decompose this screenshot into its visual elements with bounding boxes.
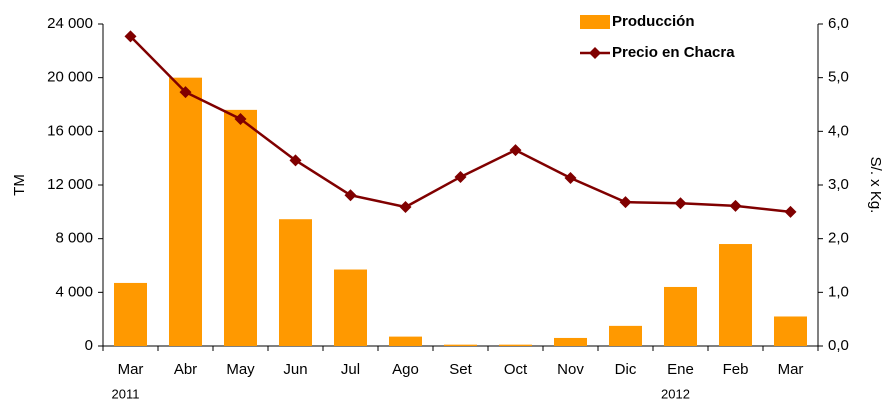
marker	[124, 30, 137, 43]
x-group-label: 2012	[661, 386, 690, 401]
bar	[334, 269, 367, 346]
bar	[444, 344, 477, 346]
legend-swatch	[580, 15, 610, 29]
x-tick-label: May	[226, 361, 255, 378]
y-tick-label: 8 000	[55, 230, 93, 247]
bar	[389, 336, 422, 346]
bar	[774, 316, 807, 346]
x-group-label: 2011	[112, 386, 140, 401]
marker	[564, 172, 577, 185]
x-tick-label: Nov	[557, 361, 584, 378]
bar	[114, 282, 147, 346]
y2-tick-label: 2,0	[828, 230, 849, 247]
marker	[399, 201, 412, 214]
y-tick-label: 12 000	[47, 176, 93, 193]
x-tick-label: Abr	[174, 361, 197, 378]
legend-label: Precio en Chacra	[612, 44, 735, 61]
y2-axis-label: S/. x Kg.	[867, 157, 884, 214]
marker	[729, 199, 742, 212]
y2-tick-label: 3,0	[828, 176, 849, 193]
y-axis-label: TM	[11, 174, 28, 196]
y2-tick-label: 4,0	[828, 122, 849, 139]
marker	[674, 197, 687, 210]
marker	[619, 196, 632, 209]
y-tick-label: 4 000	[55, 283, 93, 300]
marker	[179, 86, 192, 99]
marker	[454, 170, 467, 183]
y2-tick-label: 6,0	[828, 15, 849, 32]
x-tick-label: Ene	[667, 361, 694, 378]
y-tick-label: 24 000	[47, 15, 93, 32]
y-tick-label: 16 000	[47, 122, 93, 139]
x-tick-label: Feb	[723, 361, 749, 378]
y2-tick-label: 5,0	[828, 69, 849, 86]
x-tick-label: Dic	[615, 361, 637, 378]
marker	[234, 112, 247, 125]
x-tick-label: Set	[449, 361, 472, 378]
marker	[289, 154, 302, 167]
legend-swatch	[589, 47, 601, 59]
bar	[719, 244, 752, 346]
x-tick-label: Oct	[504, 361, 528, 378]
bar	[609, 325, 642, 346]
bar	[279, 219, 312, 346]
y-tick-label: 0	[85, 337, 93, 354]
x-tick-label: Mar	[778, 361, 804, 378]
y-tick-label: 20 000	[47, 69, 93, 86]
y2-tick-label: 0,0	[828, 337, 849, 354]
bar	[224, 109, 257, 346]
legend-label: Producción	[612, 13, 695, 30]
x-tick-label: Mar	[118, 361, 144, 378]
x-tick-label: Jul	[341, 361, 360, 378]
marker	[344, 189, 357, 202]
bar	[499, 344, 532, 346]
y2-tick-label: 1,0	[828, 283, 849, 300]
bar	[664, 286, 697, 346]
marker	[784, 205, 797, 218]
bar	[554, 337, 587, 346]
marker	[509, 144, 522, 157]
x-tick-label: Ago	[392, 361, 419, 378]
bar	[169, 77, 202, 347]
x-tick-label: Jun	[283, 361, 307, 378]
